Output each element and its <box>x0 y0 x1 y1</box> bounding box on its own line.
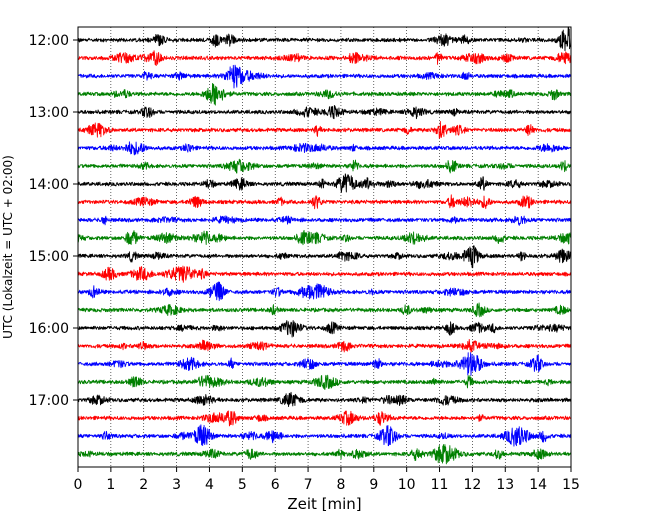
trace-line <box>77 26 572 52</box>
trace-line <box>77 338 572 353</box>
x-tick-label: 1 <box>106 477 115 493</box>
trace-line <box>77 302 572 318</box>
y-tick-label: 13:00 <box>29 105 69 121</box>
x-tick-label: 15 <box>562 477 580 493</box>
trace-line <box>77 245 572 269</box>
trace-line <box>77 173 572 193</box>
x-tick-label: 12 <box>463 477 481 493</box>
y-tick-label: 14:00 <box>29 177 69 193</box>
trace-line <box>77 64 572 89</box>
x-tick-label: 10 <box>398 477 416 493</box>
trace-line <box>77 83 572 106</box>
x-tick-label: 3 <box>172 477 181 493</box>
trace-line <box>77 229 572 246</box>
trace-line <box>77 158 572 174</box>
trace-line <box>77 391 572 408</box>
y-axis-ticks: 12:00 13:00 14:00 15:00 16:00 17:00 <box>29 33 78 409</box>
x-tick-label: 4 <box>205 477 214 493</box>
trace-line <box>77 194 572 210</box>
x-axis-ticks: 0 1 2 3 4 5 6 7 8 9 10 11 12 13 14 15 <box>74 467 580 493</box>
trace-line <box>77 352 572 376</box>
y-tick-label: 17:00 <box>29 393 69 409</box>
trace-line <box>77 120 572 139</box>
trace-line <box>77 320 572 338</box>
x-tick-label: 9 <box>369 477 378 493</box>
y-tick-label: 16:00 <box>29 321 69 337</box>
x-tick-label: 2 <box>139 477 148 493</box>
x-tick-label: 11 <box>431 477 449 493</box>
trace-line <box>77 215 572 226</box>
trace-line <box>77 105 572 120</box>
trace-line <box>77 410 572 427</box>
x-tick-label: 8 <box>336 477 345 493</box>
seismic-traces <box>77 26 572 465</box>
trace-line <box>77 141 572 156</box>
x-tick-label: 7 <box>304 477 313 493</box>
x-tick-label: 5 <box>238 477 247 493</box>
x-tick-label: 13 <box>496 477 514 493</box>
trace-line <box>77 424 572 447</box>
y-tick-label: 15:00 <box>29 249 69 265</box>
x-tick-label: 0 <box>74 477 83 493</box>
trace-line <box>77 374 572 390</box>
x-tick-label: 14 <box>529 477 547 493</box>
grid-lines <box>110 27 539 467</box>
plot-frame <box>77 26 572 468</box>
trace-line <box>77 444 572 465</box>
y-tick-label: 12:00 <box>29 33 69 49</box>
x-tick-label: 6 <box>271 477 280 493</box>
trace-line <box>77 50 572 66</box>
trace-line <box>77 265 572 283</box>
trace-line <box>77 281 572 301</box>
y-axis-label: UTC (Lokalzeit = UTC + 02:00) <box>1 155 15 339</box>
x-axis-label: Zeit [min] <box>287 495 361 513</box>
